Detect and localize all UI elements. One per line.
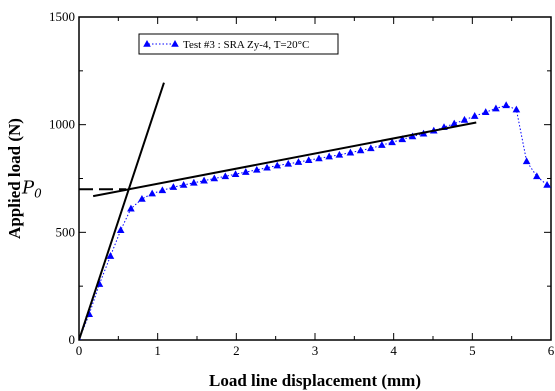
p0-annotation: P0: [21, 177, 42, 200]
data-point: [470, 112, 479, 119]
p0-subscript: 0: [34, 186, 42, 200]
tangent-line: [92, 121, 477, 198]
data-point: [502, 101, 510, 109]
data-point: [533, 172, 541, 180]
data-point: [335, 150, 344, 158]
data-point: [408, 132, 417, 140]
data-point: [398, 135, 407, 143]
data-point: [179, 180, 188, 188]
data-point: [481, 108, 490, 115]
data-point: [263, 163, 271, 171]
x-tick-label: 2: [233, 343, 240, 358]
data-point: [315, 154, 323, 162]
x-tick-label: 1: [154, 343, 161, 358]
legend: Test #3 : SRA Zy-4, T=20°C: [138, 33, 339, 55]
tangent-line: [79, 82, 165, 340]
data-point: [231, 170, 240, 177]
data-point: [304, 156, 313, 163]
tangent-lines: [79, 82, 477, 340]
data-point: [460, 115, 469, 123]
y-tick-label: 1500: [49, 9, 75, 24]
plot-frame: [78, 16, 552, 341]
y-axis-title: Applied load (N): [5, 118, 24, 239]
data-point: [522, 157, 531, 165]
data-point: [543, 180, 551, 188]
y-tick-label: 0: [69, 332, 76, 347]
y-axis-ticks: 0 500 1000 1500: [49, 9, 551, 347]
data-point: [169, 183, 178, 190]
y-tick-label: 1000: [49, 117, 75, 132]
data-point: [158, 186, 167, 194]
series-line: [79, 104, 551, 340]
data-point: [252, 165, 261, 173]
legend-entry: Test #3 : SRA Zy-4, T=20°C: [183, 39, 309, 51]
data-point: [325, 152, 333, 160]
data-point: [388, 138, 396, 146]
x-tick-label: 4: [390, 343, 397, 358]
data-point: [148, 189, 156, 197]
data-point: [200, 176, 208, 184]
data-point: [116, 226, 125, 233]
data-point: [241, 168, 250, 175]
data-point: [346, 148, 355, 156]
data-point: [356, 146, 365, 154]
x-tick-label: 3: [312, 343, 319, 358]
data-point: [221, 172, 230, 180]
data-point: [190, 178, 198, 186]
data-point: [138, 194, 146, 202]
data-point: [450, 119, 459, 127]
series-layer: [79, 101, 551, 340]
x-tick-label: 5: [469, 343, 476, 358]
plot-area: 0 1 2 3 4 5 6 0 500 1000 1500: [49, 9, 555, 358]
x-axis-ticks: 0 1 2 3 4 5 6: [76, 17, 555, 358]
data-point: [492, 104, 500, 112]
x-tick-label: 6: [548, 343, 555, 358]
data-point: [284, 159, 293, 167]
legend-box: [138, 33, 339, 55]
x-axis-title: Load line displacement (mm): [209, 371, 421, 390]
legend-marker: [171, 40, 179, 47]
data-point: [378, 141, 386, 148]
y-tick-label: 500: [56, 224, 76, 239]
data-point: [367, 144, 375, 152]
p0-base: P: [21, 177, 35, 198]
data-point: [210, 174, 219, 182]
x-tick-label: 0: [76, 343, 83, 358]
legend-marker: [143, 40, 151, 47]
data-point: [512, 105, 521, 113]
data-point: [106, 252, 115, 259]
data-point: [273, 161, 282, 169]
data-point: [294, 158, 303, 165]
data-point: [127, 204, 135, 212]
